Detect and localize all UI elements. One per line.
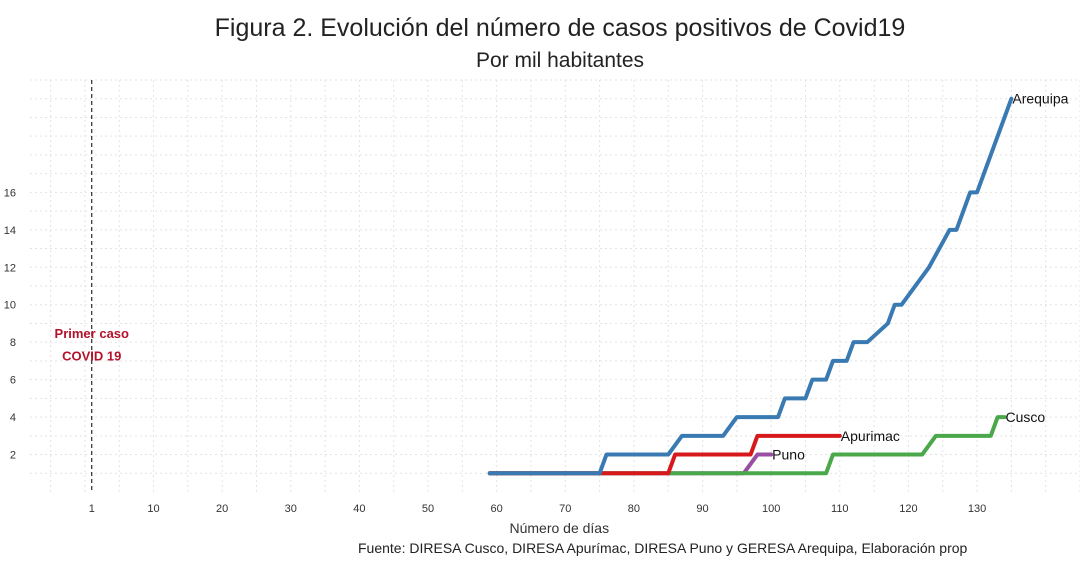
x-tick-label: 30 [285,503,297,515]
series-group: Puno Cusco Apurimac Arequipa [487,91,1069,476]
x-axis-ticks: 1 10 20 30 40 50 60 70 80 90 100 110 120 130 [89,503,987,515]
x-tick-label: 1 [89,503,95,515]
x-tick-label: 20 [216,503,228,515]
x-tick-label: 10 [147,503,159,515]
series-line-puno [487,452,774,476]
x-tick-label: 130 [968,503,986,515]
y-tick-label: 14 [4,225,16,237]
y-tick-label: 10 [4,300,16,312]
y-tick-label: 2 [10,450,16,462]
first-case-label-line2: COVID 19 [62,348,121,363]
y-tick-label: 4 [10,412,16,424]
x-tick-label: 80 [628,503,640,515]
series-line-apurimac [487,433,842,476]
grid [30,79,1080,492]
chart-subtitle: Por mil habitantes [475,49,645,72]
y-tick-label: 6 [10,375,16,387]
series-label-apurimac: Apurimac [841,428,900,444]
x-tick-label: 50 [422,503,434,515]
x-tick-label: 110 [831,503,849,515]
series-line-cusco [487,415,1007,476]
x-tick-label: 100 [762,503,780,515]
chart-title: Figura 2. Evolución del número de casos … [214,14,906,42]
series-line-arequipa [487,96,1014,476]
x-tick-label: 40 [353,503,365,515]
y-tick-label: 12 [4,262,16,274]
y-axis-ticks: 2 4 6 8 10 12 14 16 [4,187,16,461]
x-tick-label: 70 [559,503,571,515]
series-label-puno: Puno [772,447,805,463]
y-tick-label: 16 [4,187,16,199]
series-label-arequipa: Arequipa [1012,91,1068,107]
x-tick-label: 120 [899,503,917,515]
first-case-label-line1: Primer caso [55,326,129,341]
x-tick-label: 90 [696,503,708,515]
x-axis-label: Número de días [509,520,609,536]
x-tick-label: 60 [491,503,503,515]
source-note: Fuente: DIRESA Cusco, DIRESA Apurímac, D… [358,540,968,556]
y-tick-label: 8 [10,337,16,349]
series-label-cusco: Cusco [1006,409,1046,425]
